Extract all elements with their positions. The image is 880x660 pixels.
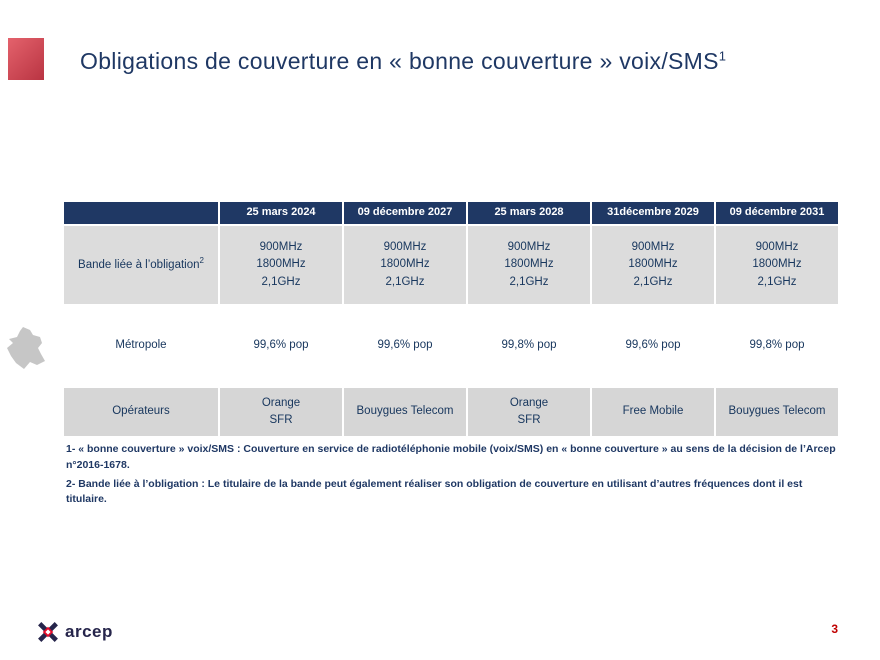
arcep-logo-icon [38,622,58,642]
table-cell: 99,8% pop [714,304,840,388]
table-cell: 900MHz 1800MHz 2,1GHz [466,224,592,306]
table-cell: 99,8% pop [466,304,592,388]
header-cell-empty [62,200,220,226]
arcep-logo-text: arcep [65,622,113,641]
arcep-logo: arcep [36,620,113,644]
header-cell: 09 décembre 2031 [714,200,840,226]
footnote-1: 1- « bonne couverture » voix/SMS : Couve… [66,443,836,471]
france-map-icon [7,327,45,369]
page-number: 3 [831,622,838,636]
title-superscript: 1 [718,48,727,64]
table-cell: Orange SFR [218,386,344,438]
table-cell: Bouygues Telecom [342,386,468,438]
page-title: Obligations de couverture en « bonne cou… [80,48,726,75]
table-row-operateurs: Opérateurs Orange SFR Bouygues Telecom O… [62,386,840,438]
table-row-bande: Bande liée à l’obligation2 900MHz 1800MH… [62,224,840,306]
table-cell: 99,6% pop [342,304,468,388]
table-row-metropole: Métropole 99,6% pop 99,6% pop 99,8% pop … [62,304,840,388]
accent-bar [8,38,44,80]
row-label: Bande liée à l’obligation2 [62,224,220,306]
table-cell: 99,6% pop [218,304,344,388]
row-label: Métropole [62,304,220,388]
header-cell: 31décembre 2029 [590,200,716,226]
coverage-table: 25 mars 2024 09 décembre 2027 25 mars 20… [62,200,840,438]
table-cell: 900MHz 1800MHz 2,1GHz [590,224,716,306]
table-header-row: 25 mars 2024 09 décembre 2027 25 mars 20… [62,200,840,226]
table-cell: 900MHz 1800MHz 2,1GHz [342,224,468,306]
footnotes: 1- « bonne couverture » voix/SMS : Couve… [66,442,846,511]
row-label-superscript: 2 [199,256,204,266]
table-cell: 900MHz 1800MHz 2,1GHz [218,224,344,306]
header-cell: 25 mars 2028 [466,200,592,226]
table-cell: 900MHz 1800MHz 2,1GHz [714,224,840,306]
table-cell: Orange SFR [466,386,592,438]
footnote-2: 2- Bande liée à l’obligation : Le titula… [66,477,803,506]
title-text: Obligations de couverture en « bonne cou… [80,48,719,74]
header-cell: 25 mars 2024 [218,200,344,226]
table-cell: Bouygues Telecom [714,386,840,438]
header-cell: 09 décembre 2027 [342,200,468,226]
row-label-text: Bande liée à l’obligation [78,259,200,272]
row-label: Opérateurs [62,386,220,438]
table-cell: 99,6% pop [590,304,716,388]
table-cell: Free Mobile [590,386,716,438]
